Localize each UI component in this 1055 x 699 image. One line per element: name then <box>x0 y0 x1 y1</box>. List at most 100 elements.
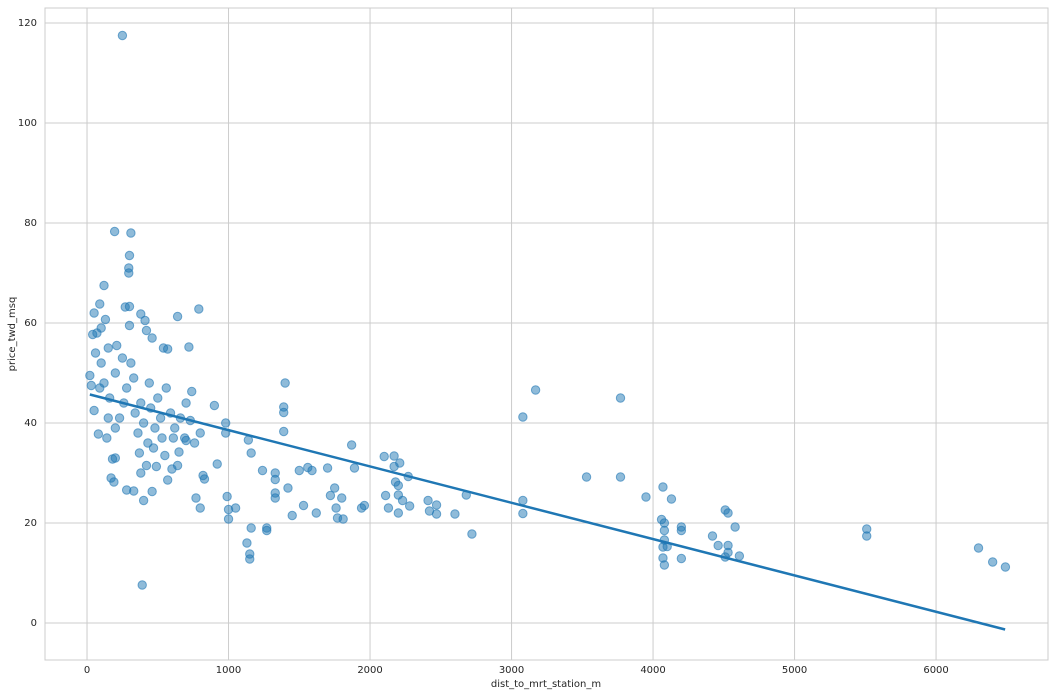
point <box>148 443 159 453</box>
point <box>730 522 740 532</box>
point <box>298 500 309 511</box>
point <box>713 540 723 551</box>
point <box>393 508 404 518</box>
point <box>245 554 255 564</box>
point <box>109 477 119 487</box>
point <box>209 400 220 411</box>
point <box>615 472 626 482</box>
point <box>86 380 96 391</box>
point <box>134 448 145 458</box>
point <box>311 508 321 518</box>
x-tick-label: 6000 <box>923 665 948 676</box>
point <box>168 433 179 443</box>
x-axis-label: dist_to_mrt_station_m <box>491 679 601 690</box>
point <box>138 418 149 428</box>
point <box>144 378 154 388</box>
point <box>287 510 297 521</box>
point <box>337 493 347 503</box>
point <box>96 323 106 333</box>
point <box>325 490 336 501</box>
point <box>147 486 157 497</box>
x-tick-label: 1000 <box>216 665 241 676</box>
point <box>246 523 256 533</box>
point <box>223 514 234 524</box>
point <box>450 509 460 519</box>
point <box>172 311 183 322</box>
point <box>294 465 304 476</box>
point <box>136 468 146 478</box>
point <box>431 509 442 519</box>
point <box>129 486 139 496</box>
point <box>162 475 173 485</box>
point <box>161 383 171 393</box>
point <box>129 373 139 383</box>
point <box>151 461 162 472</box>
point <box>87 329 98 340</box>
y-tick-label: 120 <box>18 18 37 29</box>
point <box>89 405 99 416</box>
point <box>221 418 231 428</box>
plot-area <box>44 7 1049 661</box>
point <box>102 433 112 443</box>
x-tick-label: 4000 <box>640 665 665 676</box>
point <box>659 560 670 570</box>
point <box>666 494 677 504</box>
point <box>641 492 651 502</box>
point <box>222 491 232 502</box>
point <box>117 30 128 41</box>
point <box>346 440 357 450</box>
point <box>230 503 241 513</box>
point <box>174 447 184 457</box>
point <box>279 426 289 437</box>
point <box>862 531 872 541</box>
point <box>126 228 136 238</box>
point <box>184 342 194 352</box>
point <box>383 503 394 513</box>
y-tick-label: 60 <box>24 318 37 329</box>
point <box>160 450 170 461</box>
point <box>242 538 252 548</box>
point <box>124 250 135 261</box>
point <box>124 268 134 278</box>
point <box>195 428 205 438</box>
point <box>423 495 433 506</box>
point <box>467 529 477 539</box>
point <box>270 493 280 503</box>
point <box>133 428 143 438</box>
point <box>96 358 106 368</box>
point <box>121 383 132 393</box>
x-tick-label: 0 <box>84 665 90 676</box>
point <box>138 495 149 506</box>
point <box>518 412 528 422</box>
point <box>95 383 105 393</box>
y-tick-label: 20 <box>24 518 37 529</box>
point <box>103 343 113 353</box>
point <box>581 472 592 482</box>
point <box>100 314 111 325</box>
point <box>723 508 733 518</box>
point <box>397 495 408 506</box>
y-tick-label: 100 <box>18 118 37 129</box>
point <box>195 503 205 513</box>
point <box>615 393 626 403</box>
point <box>329 483 340 493</box>
point <box>126 358 136 368</box>
point <box>187 386 197 397</box>
point <box>170 423 180 433</box>
point <box>280 378 290 388</box>
point <box>93 429 104 439</box>
point <box>124 301 135 312</box>
point <box>110 368 121 378</box>
y-tick-label: 40 <box>24 418 37 429</box>
point <box>518 508 528 519</box>
point <box>380 490 391 501</box>
regression-line <box>89 393 1006 631</box>
point <box>331 503 341 513</box>
point <box>987 557 998 567</box>
point <box>349 463 360 473</box>
point <box>89 308 99 318</box>
point <box>307 465 317 476</box>
point <box>109 226 120 237</box>
point <box>389 451 399 461</box>
